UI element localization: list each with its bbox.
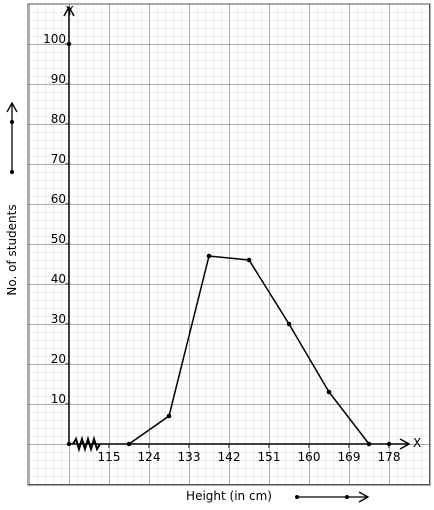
x-arrow [399,438,411,450]
x-tick-label: 133 [178,450,201,464]
x-tick-label: 169 [338,450,361,464]
y-arrow [63,5,75,17]
x-tick-label: 178 [378,450,401,464]
x-axis-letter: X [413,436,421,450]
y-tick-label: 60 [51,192,66,206]
decor-arrow [358,491,370,503]
y-tick-label: 80 [51,112,66,126]
y-tick-label: 50 [51,232,66,246]
decor-dot [345,495,349,499]
point [166,413,172,419]
y-tick-label: 100 [43,32,66,46]
point [326,389,332,395]
x-tick-label: 124 [138,450,161,464]
decor-arrow [6,101,18,113]
origin-dot [66,441,72,447]
x-axis-label: Height (in cm) [186,489,272,503]
point [286,321,292,327]
y-tick-label: 10 [51,392,66,406]
axis-break [72,435,101,453]
y-axis-letter: Y [65,4,74,18]
x-tick-label: 160 [298,450,321,464]
decor-dot [295,495,299,499]
x-tick-label: 142 [218,450,241,464]
x-tick-label: 151 [258,450,281,464]
y-tick-label: 20 [51,352,66,366]
point [366,441,372,447]
graph-paper-major [27,3,431,486]
y-tick-label: 40 [51,272,66,286]
y-axis-label: No. of students [5,204,19,295]
point [246,257,252,263]
y-tick-label: 90 [51,72,66,86]
y-tick-label: 70 [51,152,66,166]
decor-dot [10,170,14,174]
point [206,253,212,259]
x-tick-label: 115 [98,450,121,464]
point [126,441,132,447]
decor-dot [10,120,14,124]
y-tick-label: 30 [51,312,66,326]
